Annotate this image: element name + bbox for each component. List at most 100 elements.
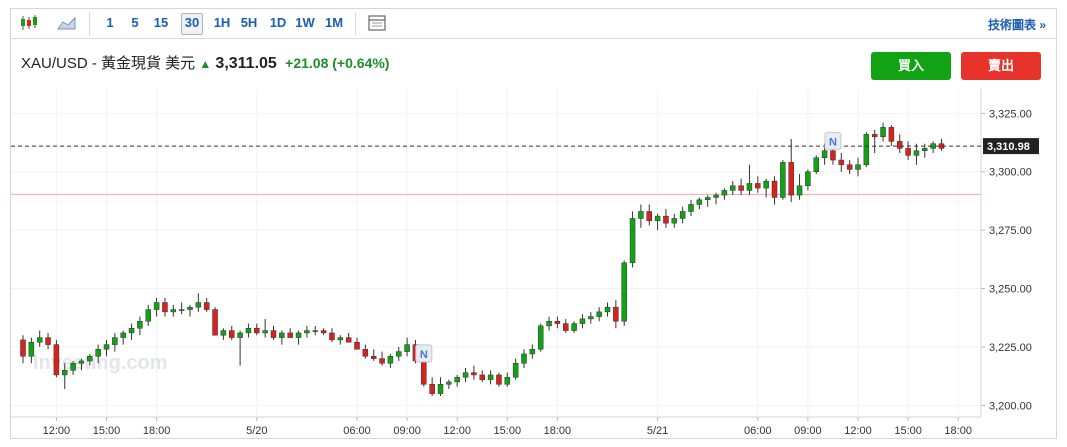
quote-header: XAU/USD - 黃金現貨 美元 ▲ 3,311.05 +21.08 (+0.… — [11, 39, 1056, 89]
candle-body — [212, 309, 218, 336]
y-tick-label: 3,250.00 — [989, 284, 1032, 296]
chart-toolbar: 1 5 15 30 1H 5H 1D 1W 1M 技術圖表 » — [11, 9, 1056, 39]
candle — [354, 337, 360, 350]
candle-body — [621, 262, 627, 322]
interval-5-button[interactable]: 5 — [131, 15, 139, 30]
candle-body — [663, 215, 669, 224]
technical-chart-link[interactable]: 技術圖表 » — [987, 18, 1046, 32]
candle — [763, 178, 769, 198]
candle-body — [178, 309, 185, 311]
candle-body — [337, 337, 344, 341]
candle-body — [688, 204, 694, 212]
candle — [796, 174, 803, 200]
candle-body — [696, 199, 703, 205]
candle — [805, 169, 811, 191]
candle-body — [112, 337, 118, 345]
candle — [663, 209, 669, 228]
candle — [145, 304, 151, 326]
interval-1w-button[interactable]: 1W — [295, 15, 315, 30]
candle-body — [479, 374, 485, 380]
candle-body — [880, 127, 886, 137]
candle — [496, 372, 502, 387]
candle — [70, 360, 76, 375]
candle-body — [563, 323, 569, 331]
candle-body — [821, 150, 828, 158]
candle — [487, 370, 494, 385]
candle — [613, 300, 619, 329]
candle — [571, 321, 577, 333]
candle-body — [195, 302, 202, 308]
candle — [387, 353, 394, 368]
candle — [53, 339, 60, 378]
candle-body — [796, 185, 803, 196]
candle — [813, 155, 819, 175]
candle — [521, 349, 527, 368]
candle-body — [863, 134, 870, 165]
candle-body — [446, 381, 452, 385]
interval-1m-button[interactable]: 1M — [324, 15, 344, 30]
buy-button[interactable]: 買入 — [871, 52, 951, 80]
candle-body — [62, 370, 68, 376]
candle-body — [304, 330, 310, 334]
news-marker[interactable]: N — [415, 344, 433, 363]
sell-button[interactable]: 賣出 — [961, 52, 1041, 80]
candle — [178, 302, 185, 315]
candle — [905, 141, 911, 161]
candle — [362, 344, 369, 359]
candle — [537, 323, 544, 352]
news-marker[interactable]: N — [824, 131, 842, 150]
candle-body — [404, 344, 410, 352]
x-tick-label: 15:00 — [894, 425, 922, 437]
chart-settings-icon[interactable] — [367, 14, 387, 32]
candle-body — [613, 306, 619, 322]
x-tick-label: 09:00 — [393, 425, 421, 437]
y-tick-label: 3,275.00 — [989, 225, 1032, 237]
candle-body — [421, 360, 427, 385]
candle — [87, 353, 93, 366]
candle-body — [229, 330, 235, 338]
interval-1-button[interactable]: 1 — [106, 15, 114, 30]
x-tick-label: 5/21 — [647, 425, 668, 437]
interval-15-button[interactable]: 15 — [153, 15, 169, 30]
candle — [120, 330, 126, 345]
candle — [838, 153, 845, 172]
candle — [846, 160, 853, 175]
candle-body — [345, 337, 352, 343]
watermark: Investing.com — [33, 352, 167, 374]
candle — [429, 377, 435, 396]
candle — [696, 197, 703, 210]
candle — [704, 195, 711, 207]
candle-body — [780, 162, 786, 198]
candle — [295, 330, 302, 345]
candle-body — [905, 148, 911, 156]
candle — [646, 204, 652, 226]
candle-body — [36, 337, 43, 343]
candle-body — [145, 309, 151, 322]
candle — [788, 139, 794, 203]
candlestick-icon[interactable] — [19, 14, 39, 32]
interval-5h-button[interactable]: 5H — [240, 15, 258, 30]
candlestick-chart[interactable]: Investing.com N N 3,325.00 3,300.00 3,275.0… — [11, 89, 1056, 439]
interval-30-button[interactable]: 30 — [181, 13, 203, 35]
news-marker-label: N — [420, 349, 428, 361]
y-tick-label: 3,325.00 — [989, 108, 1032, 120]
candle-body — [846, 164, 853, 170]
y-tick-label: 3,225.00 — [989, 342, 1032, 354]
candle — [671, 213, 678, 228]
toolbar-divider — [89, 13, 90, 35]
candle-body — [312, 330, 318, 332]
candle — [28, 337, 35, 364]
candle-body — [128, 327, 135, 334]
interval-1d-button[interactable]: 1D — [269, 15, 287, 30]
candle — [880, 122, 886, 142]
candle-body — [387, 356, 394, 364]
candle — [20, 335, 26, 364]
candle-body — [763, 180, 769, 189]
candle — [479, 370, 485, 382]
candle — [713, 192, 719, 205]
candle-body — [471, 372, 477, 376]
candle-body — [454, 377, 460, 383]
candle-body — [913, 150, 920, 156]
interval-1h-button[interactable]: 1H — [213, 15, 231, 30]
area-chart-icon[interactable] — [57, 14, 77, 32]
